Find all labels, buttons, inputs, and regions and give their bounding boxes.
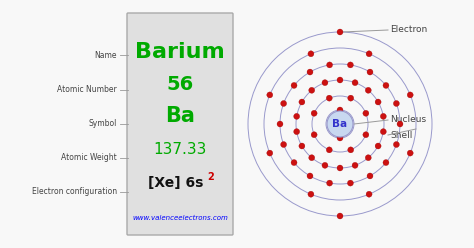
Circle shape [365,87,371,93]
Circle shape [337,213,343,219]
Circle shape [277,121,283,127]
Text: Ba: Ba [165,106,195,126]
Circle shape [327,111,353,137]
Circle shape [407,92,413,98]
Circle shape [352,80,358,86]
Text: Name: Name [94,51,117,60]
Circle shape [367,173,373,179]
Circle shape [363,110,369,116]
Text: 137.33: 137.33 [153,143,207,157]
Circle shape [337,107,343,113]
Circle shape [309,87,315,93]
Circle shape [267,150,273,156]
Text: Nucleus: Nucleus [390,116,426,124]
Circle shape [326,147,332,153]
Circle shape [380,129,386,135]
Circle shape [366,51,372,57]
Circle shape [363,132,369,138]
Circle shape [337,77,343,83]
Circle shape [327,180,333,186]
Text: Barium: Barium [135,42,225,62]
Circle shape [337,135,343,141]
Circle shape [375,143,381,149]
Circle shape [322,80,328,86]
Circle shape [281,100,287,106]
Text: Electron configuration: Electron configuration [32,187,117,196]
Circle shape [380,113,386,119]
Text: 56: 56 [166,74,193,93]
Circle shape [375,99,381,105]
Circle shape [299,99,305,105]
Circle shape [347,180,354,186]
Circle shape [367,69,373,75]
Circle shape [337,29,343,35]
Circle shape [294,113,300,119]
Circle shape [397,121,403,127]
Circle shape [308,191,314,197]
Circle shape [407,150,413,156]
Circle shape [311,110,317,116]
Circle shape [291,159,297,166]
Circle shape [308,51,314,57]
Text: Electron: Electron [390,26,427,34]
Circle shape [299,143,305,149]
Circle shape [348,95,354,101]
Circle shape [326,95,332,101]
Text: Ba: Ba [332,119,347,129]
Text: Atomic Number: Atomic Number [57,86,117,94]
Circle shape [383,82,389,89]
Circle shape [307,69,313,75]
Circle shape [347,62,354,68]
Circle shape [309,155,315,161]
Text: Shell: Shell [390,130,412,139]
Circle shape [307,173,313,179]
Circle shape [365,155,371,161]
Circle shape [294,129,300,135]
Text: Symbol: Symbol [89,120,117,128]
Circle shape [352,162,358,168]
Text: 2: 2 [207,172,214,182]
Circle shape [327,62,333,68]
Circle shape [322,162,328,168]
Circle shape [267,92,273,98]
Text: www.valenceelectrons.com: www.valenceelectrons.com [132,215,228,221]
Circle shape [337,165,343,171]
Text: [Xe] 6s: [Xe] 6s [148,176,204,190]
Text: Atomic Weight: Atomic Weight [61,154,117,162]
Circle shape [383,159,389,166]
Circle shape [348,147,354,153]
Circle shape [291,82,297,89]
Circle shape [311,132,317,138]
FancyBboxPatch shape [127,13,233,235]
Circle shape [393,142,400,148]
Circle shape [393,100,400,106]
Circle shape [366,191,372,197]
Circle shape [281,142,287,148]
